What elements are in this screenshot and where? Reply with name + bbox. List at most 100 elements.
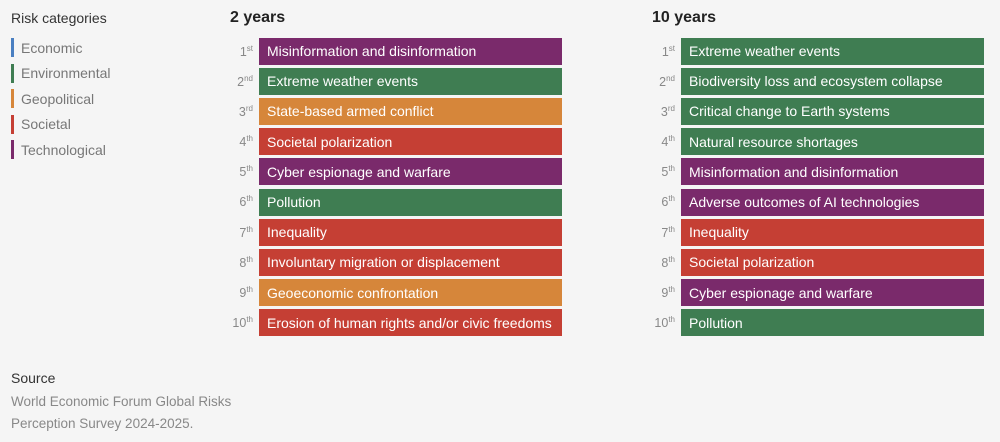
rank-row: 9th Cyber espionage and warfare [645,278,984,308]
risk-bar: Extreme weather events [681,37,984,65]
rank-value: 4 [661,135,669,150]
rank-value: 3 [238,105,246,120]
rank-row: 5th Cyber espionage and warfare [223,157,562,187]
risk-bar: Critical change to Earth systems [681,97,984,125]
rank-row: 6th Adverse outcomes of AI technologies [645,187,984,217]
rank-value: 5 [239,165,247,180]
rank-number: 10th [223,315,253,330]
rank-suffix: st [246,43,253,53]
legend-label: Societal [21,116,71,133]
rank-suffix: th [668,164,675,174]
legend-label: Economic [21,39,83,56]
rank-value: 8 [239,255,247,270]
rank-number: 4th [645,134,675,149]
rank-suffix: th [668,194,675,204]
rank-suffix: th [246,134,253,144]
rank-row: 4th Societal polarization [223,127,562,157]
column-title: 10 years [652,9,717,26]
rank-number: 9th [645,285,675,300]
risk-bar: Inequality [681,218,984,246]
rank-value: 10 [232,316,247,331]
risk-bar: Erosion of human rights and/or civic fre… [259,309,562,337]
rank-suffix: st [668,43,675,53]
rank-suffix: th [246,285,253,295]
source-title: Source [11,370,56,386]
rank-number: 2nd [645,74,675,89]
rank-value: 4 [239,135,247,150]
legend-item: Geopolitical [11,86,111,112]
rank-suffix: th [246,315,253,325]
rank-row: 3rd State-based armed conflict [223,96,562,126]
risk-bar: Misinformation and disinformation [259,37,562,65]
source: Source World Economic Forum Global Risks… [11,370,251,435]
rank-value: 3 [660,105,668,120]
rank-value: 1 [239,44,247,59]
risk-bar: Cyber espionage and warfare [259,158,562,186]
rank-row: 9th Geoeconomic confrontation [223,278,562,308]
legend-swatch [11,63,14,83]
rank-row: 5th Misinformation and disinformation [645,157,984,187]
rank-row: 1st Misinformation and disinformation [223,36,562,66]
rank-row: 7th Inequality [645,217,984,247]
rank-number: 1st [645,44,675,59]
rank-suffix: th [246,254,253,264]
legend-swatch [11,140,14,160]
risk-bar: Societal polarization [259,128,562,156]
rank-number: 3rd [223,104,253,119]
rank-value: 9 [661,286,669,301]
rank-suffix: rd [667,103,675,113]
legend-item: Societal [11,112,111,138]
rank-row: 10th Erosion of human rights and/or civic… [223,308,562,338]
rank-suffix: th [246,194,253,204]
risk-bar: Extreme weather events [259,67,562,95]
rank-value: 6 [239,195,247,210]
rank-number: 6th [645,194,675,209]
rank-value: 10 [654,316,669,331]
rank-row: 10th Pollution [645,308,984,338]
legend-item: Technological [11,137,111,163]
rank-number: 4th [223,134,253,149]
rank-value: 7 [661,225,669,240]
rank-value: 2 [237,74,245,89]
rank-row: 4th Natural resource shortages [645,127,984,157]
legend-title: Risk categories [11,10,107,26]
rank-number: 10th [645,315,675,330]
column-10-years: 10 years 1st Extreme weather events 2nd Bio… [645,8,984,338]
rank-suffix: th [668,224,675,234]
rank-value: 8 [661,255,669,270]
rank-value: 7 [239,225,247,240]
rank-row: 8th Societal polarization [645,247,984,277]
risk-bar: Societal polarization [681,248,984,276]
risk-bar: Cyber espionage and warfare [681,279,984,307]
risk-bar: Involuntary migration or displacement [259,248,562,276]
legend-label: Geopolitical [21,90,95,107]
risk-bar: Misinformation and disinformation [681,158,984,186]
rank-value: 5 [661,165,669,180]
rank-suffix: th [246,164,253,174]
rank-row: 3rd Critical change to Earth systems [645,96,984,126]
rank-row: 7th Inequality [223,217,562,247]
column-title: 2 years [230,9,286,26]
rank-list: 1st Extreme weather events 2nd Biodiversity… [645,36,984,338]
risk-bar: Natural resource shortages [681,128,984,156]
rank-row: 6th Pollution [223,187,562,217]
rank-suffix: th [668,254,675,264]
rank-number: 5th [223,164,253,179]
rank-value: 6 [661,195,669,210]
rank-suffix: th [668,315,675,325]
rank-number: 7th [645,225,675,240]
rank-number: 2nd [223,74,253,89]
rank-value: 1 [661,44,669,59]
risk-bar: Pollution [681,309,984,337]
risk-bar: Inequality [259,218,562,246]
rank-number: 9th [223,285,253,300]
rank-list: 1st Misinformation and disinformation 2nd E… [223,36,562,338]
risk-bar: State-based armed conflict [259,97,562,125]
legend-label: Environmental [21,65,111,82]
source-text: World Economic Forum Global Risks Percep… [11,394,232,431]
rank-number: 8th [645,255,675,270]
legend-item: Economic [11,35,111,61]
rank-number: 8th [223,255,253,270]
rank-suffix: th [668,134,675,144]
legend: Risk categories Economic Environmental Geo… [11,10,111,163]
